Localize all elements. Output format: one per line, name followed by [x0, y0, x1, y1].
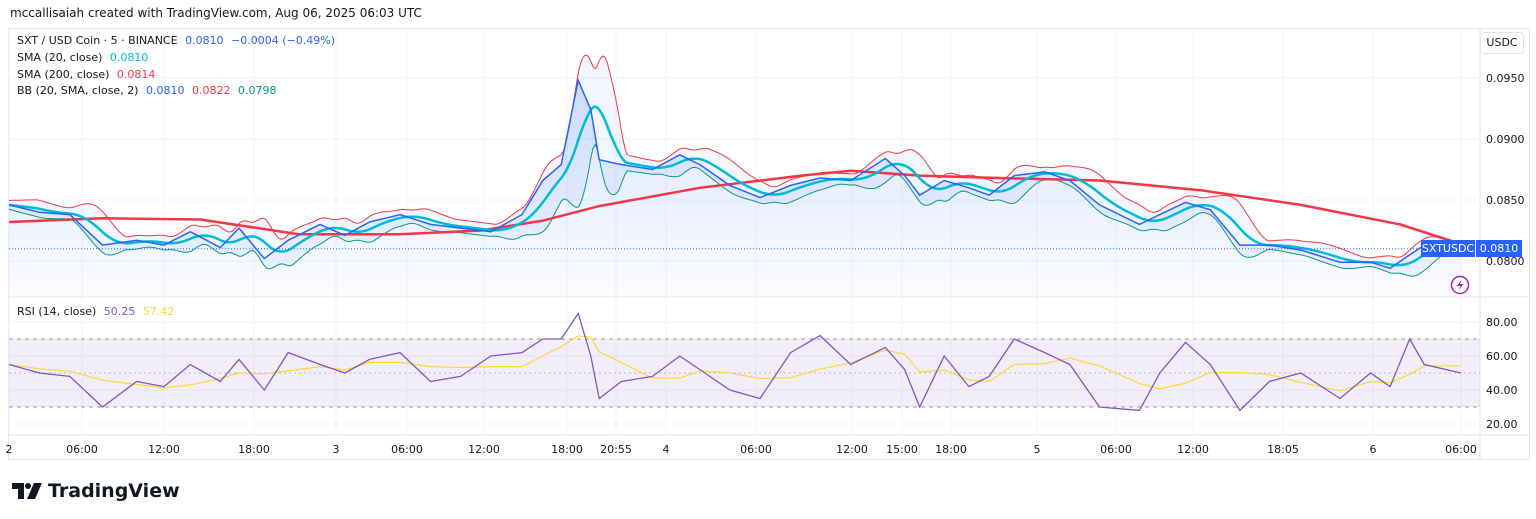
time-tick-label: 6 — [1370, 443, 1377, 456]
bb-label: BB (20, SMA, close, 2) — [17, 84, 139, 97]
sma200-label: SMA (200, close) — [17, 68, 110, 81]
rsi-tick-label: 40.00 — [1486, 384, 1518, 397]
bb-legend[interactable]: BB (20, SMA, close, 2) 0.0810 0.0822 0.0… — [17, 84, 280, 97]
symbol-legend[interactable]: SXT / USD Coin · 5 · BINANCE 0.0810 −0.0… — [17, 34, 339, 47]
bb-upper-value: 0.0822 — [191, 84, 231, 97]
logo-text: TradingView — [48, 480, 180, 502]
time-tick-label: 18:00 — [935, 443, 967, 456]
price-tick-label: 0.0800 — [1486, 255, 1525, 268]
bb-lower-value: 0.0798 — [237, 84, 277, 97]
last-price: 0.0810 — [185, 34, 224, 47]
rsi-ma-line — [8, 335, 1461, 392]
time-tick-label: 3 — [333, 443, 340, 456]
rsi-tick-label: 60.00 — [1486, 350, 1518, 363]
tradingview-logo-icon — [12, 483, 42, 499]
time-tick-label: 18:00 — [551, 443, 583, 456]
price-change: −0.0004 (−0.49%) — [231, 34, 336, 47]
rsi-axis[interactable]: 80.00 60.00 40.00 20.00 — [1486, 316, 1518, 431]
sma20-legend[interactable]: SMA (20, close) 0.0810 — [17, 51, 152, 64]
time-tick-label: 06:00 — [1100, 443, 1132, 456]
time-tick-label: 12:00 — [1177, 443, 1209, 456]
sma20-line — [8, 105, 1462, 267]
lightning-icon[interactable] — [1450, 275, 1470, 295]
time-axis[interactable]: 2 06:00 12:00 18:00 3 06:00 12:00 18:00 20:55 4 06… — [6, 443, 1477, 456]
rsi-ma-value: 57.42 — [142, 305, 175, 318]
time-tick-label: 12:00 — [836, 443, 868, 456]
last-price-axis-label: 0.0810 — [1476, 240, 1522, 257]
chart-credit: mccallisaiah created with TradingView.co… — [10, 6, 422, 20]
time-tick-label: 06:00 — [66, 443, 98, 456]
sma200-legend[interactable]: SMA (200, close) 0.0814 — [17, 68, 159, 81]
time-tick-label: 2 — [6, 443, 13, 456]
time-tick-label: 5 — [1034, 443, 1041, 456]
time-tick-label: 06:00 — [1445, 443, 1477, 456]
rsi-line — [8, 311, 1462, 412]
rsi-tick-label: 80.00 — [1486, 316, 1518, 329]
time-tick-label: 4 — [663, 443, 670, 456]
time-tick-label: 12:00 — [148, 443, 180, 456]
price-axis[interactable]: 0.0950 0.0900 0.0850 0.0800 — [1486, 72, 1525, 268]
rsi-tick-label: 20.00 — [1486, 418, 1518, 431]
sma200-value: 0.0814 — [116, 68, 156, 81]
rsi-value: 50.25 — [103, 305, 136, 318]
time-tick-label: 18:00 — [238, 443, 270, 456]
symbol-title: SXT / USD Coin · 5 · BINANCE — [17, 34, 178, 47]
last-price-symbol-label: SXTUSDC — [1421, 240, 1475, 257]
time-tick-label: 06:00 — [740, 443, 772, 456]
bb-basis-value: 0.0810 — [145, 84, 185, 97]
price-pane — [8, 54, 1480, 297]
rsi-pane — [8, 311, 1480, 412]
sma20-label: SMA (20, close) — [17, 51, 103, 64]
tradingview-logo[interactable]: TradingView — [12, 480, 180, 502]
bb-lower-line — [8, 143, 1462, 277]
time-tick-label: 15:00 — [886, 443, 918, 456]
sma20-value: 0.0810 — [109, 51, 149, 64]
time-tick-label: 18:05 — [1267, 443, 1299, 456]
rsi-label: RSI (14, close) — [17, 305, 97, 318]
price-tick-label: 0.0900 — [1486, 133, 1525, 146]
time-tick-label: 06:00 — [391, 443, 423, 456]
time-tick-label: 20:55 — [600, 443, 632, 456]
currency-unit-button[interactable]: USDC — [1480, 32, 1524, 54]
price-tick-label: 0.0850 — [1486, 194, 1525, 207]
sma200-line — [8, 169, 1462, 246]
price-line — [8, 77, 1462, 270]
price-tick-label: 0.0950 — [1486, 72, 1525, 85]
rsi-legend[interactable]: RSI (14, close) 50.25 57.42 — [17, 305, 178, 318]
bb-upper-line — [8, 54, 1462, 259]
time-tick-label: 12:00 — [468, 443, 500, 456]
